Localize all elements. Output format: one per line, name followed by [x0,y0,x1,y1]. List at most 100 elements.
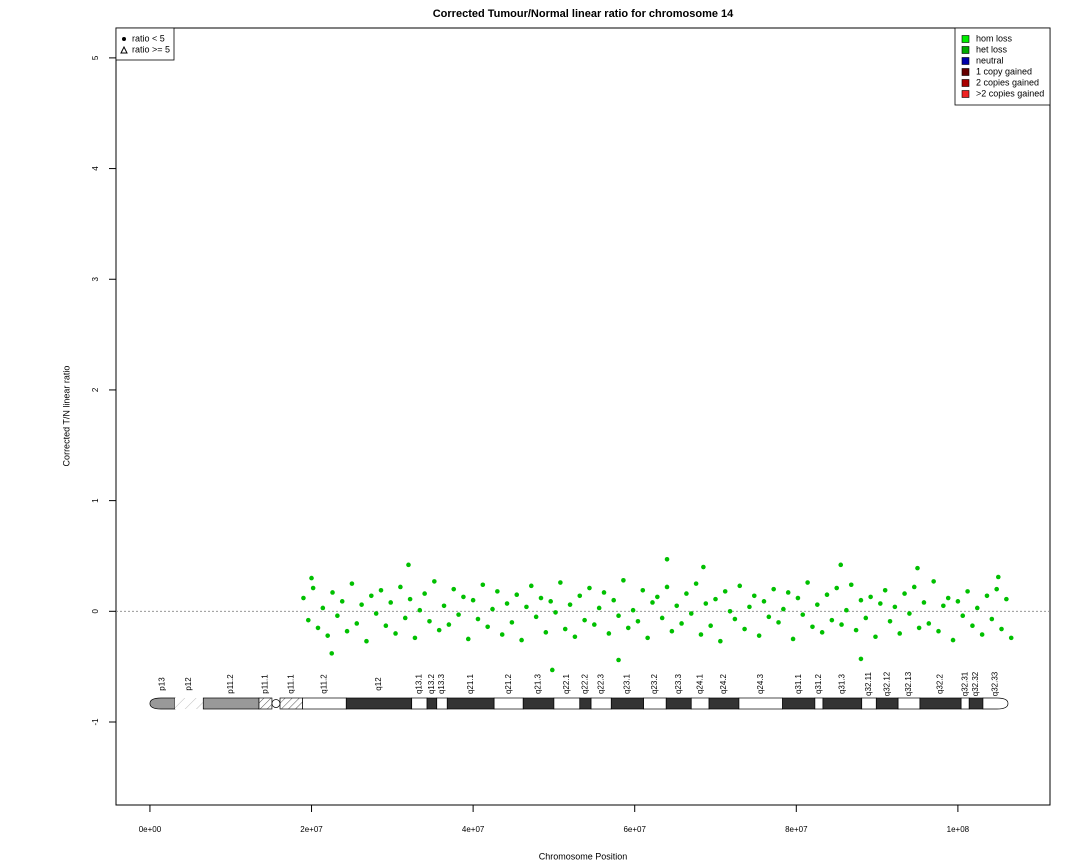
data-point [979,632,985,637]
data-point [858,597,864,603]
data-point [781,606,786,612]
data-point [718,638,723,644]
y-tick-label: 2 [91,387,100,392]
data-point [592,622,597,627]
ideogram-band [690,697,710,710]
legend-label: het loss [976,44,1008,54]
data-point [456,612,461,617]
ideogram-band [553,697,581,710]
ideogram-band [493,697,524,710]
data-point [519,637,524,643]
data-point [834,585,839,591]
data-point [354,621,360,626]
data-point [406,562,411,568]
data-point [606,631,612,636]
band-label: q11.2 [320,674,329,694]
legend-swatch [961,90,970,98]
data-point [945,595,951,601]
data-point [732,616,738,622]
legend-label: ratio >= 5 [132,44,170,54]
data-point [640,587,646,593]
y-tick-label: -1 [91,718,100,726]
x-tick-label: 4e+07 [462,825,485,834]
ideogram-band [345,697,413,710]
data-point [848,582,854,588]
band-label: q23.3 [674,673,683,694]
ideogram-band [822,697,863,710]
ideogram-band [738,697,783,710]
data-point [679,621,684,626]
data-point [915,565,920,571]
legend-swatch [961,79,970,87]
data-point [402,615,408,621]
data-point [383,623,389,628]
legend-label: 1 copy gained [976,66,1032,76]
ideogram-band [302,697,347,710]
data-point [465,636,471,642]
data-point [659,615,665,621]
data-point [528,583,534,589]
band-label: q32.31 [960,671,969,696]
data-point [664,556,670,562]
data-point [989,616,995,622]
ideogram-band [960,697,970,710]
data-point [995,574,1001,580]
data-point [805,580,810,585]
ideogram-band [258,697,273,710]
band-label: q13.2 [427,673,436,694]
band-label: q31.1 [794,673,803,694]
data-point [499,632,505,637]
data-point [838,562,844,568]
data-point [684,591,689,596]
legend-box [115,27,175,61]
data-point [490,606,495,612]
legend-label: ratio < 5 [132,33,165,43]
data-point [398,584,403,590]
data-point [339,599,345,604]
data-point [936,628,941,634]
data-point [335,613,340,619]
x-axis-label: Chromosome Position [539,851,628,861]
plot-frame [115,27,1051,806]
band-label: q22.3 [596,673,605,694]
band-label: q32.13 [904,671,913,696]
band-label: q32.32 [971,671,980,696]
data-point [601,590,607,595]
data-point [819,630,825,635]
data-point [325,633,330,638]
x-tick-label: 1e+08 [947,825,970,834]
data-point [645,635,650,641]
data-point [688,611,694,616]
data-point [931,579,936,584]
data-point [868,594,873,600]
data-point [771,586,776,592]
band-label: q32.2 [936,673,945,694]
data-point [863,615,869,621]
data-point [301,595,306,601]
band-label: p11.1 [261,674,270,694]
band-label: q23.2 [650,673,659,694]
data-point [320,605,326,611]
data-point [761,599,767,604]
ideogram-band [814,697,824,710]
data-point [916,625,922,631]
data-point [329,651,335,656]
data-point [698,632,704,637]
ideogram-band [202,697,260,710]
band-label: q31.2 [814,673,823,694]
data-point [873,634,878,640]
y-tick-label: 5 [91,55,100,60]
data-point [785,590,791,595]
ideogram-band [861,697,877,710]
data-point [407,596,413,602]
data-point [509,620,515,625]
data-point [393,631,398,636]
data-point [548,599,553,604]
data-point [824,592,830,598]
data-point [359,602,364,607]
data-point [950,637,956,643]
data-point [524,604,529,610]
data-point [815,602,820,607]
